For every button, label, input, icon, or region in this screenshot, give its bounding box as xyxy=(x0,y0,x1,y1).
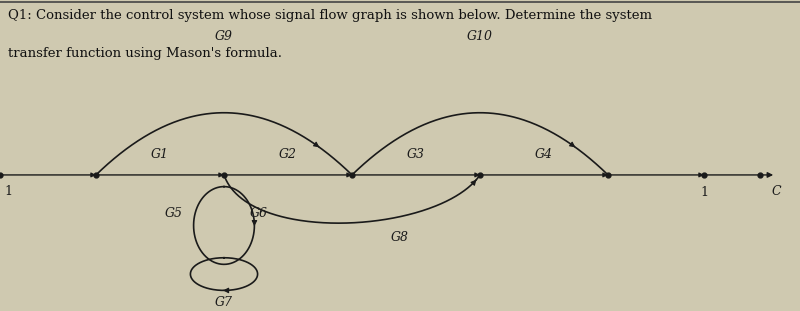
Text: Q1: Consider the control system whose signal flow graph is shown below. Determin: Q1: Consider the control system whose si… xyxy=(8,9,652,22)
Text: G1: G1 xyxy=(151,148,169,161)
Text: 1: 1 xyxy=(4,185,12,198)
Text: G9: G9 xyxy=(215,30,233,43)
Text: G10: G10 xyxy=(467,30,493,43)
Text: C: C xyxy=(772,185,782,198)
Text: G5: G5 xyxy=(165,207,182,220)
Text: G6: G6 xyxy=(250,207,267,220)
Text: G4: G4 xyxy=(535,148,553,161)
Text: G8: G8 xyxy=(391,231,409,244)
Text: 1: 1 xyxy=(700,186,708,199)
Text: G7: G7 xyxy=(215,296,233,309)
Text: G2: G2 xyxy=(279,148,297,161)
Text: transfer function using Mason's formula.: transfer function using Mason's formula. xyxy=(8,47,282,60)
Text: G3: G3 xyxy=(407,148,425,161)
